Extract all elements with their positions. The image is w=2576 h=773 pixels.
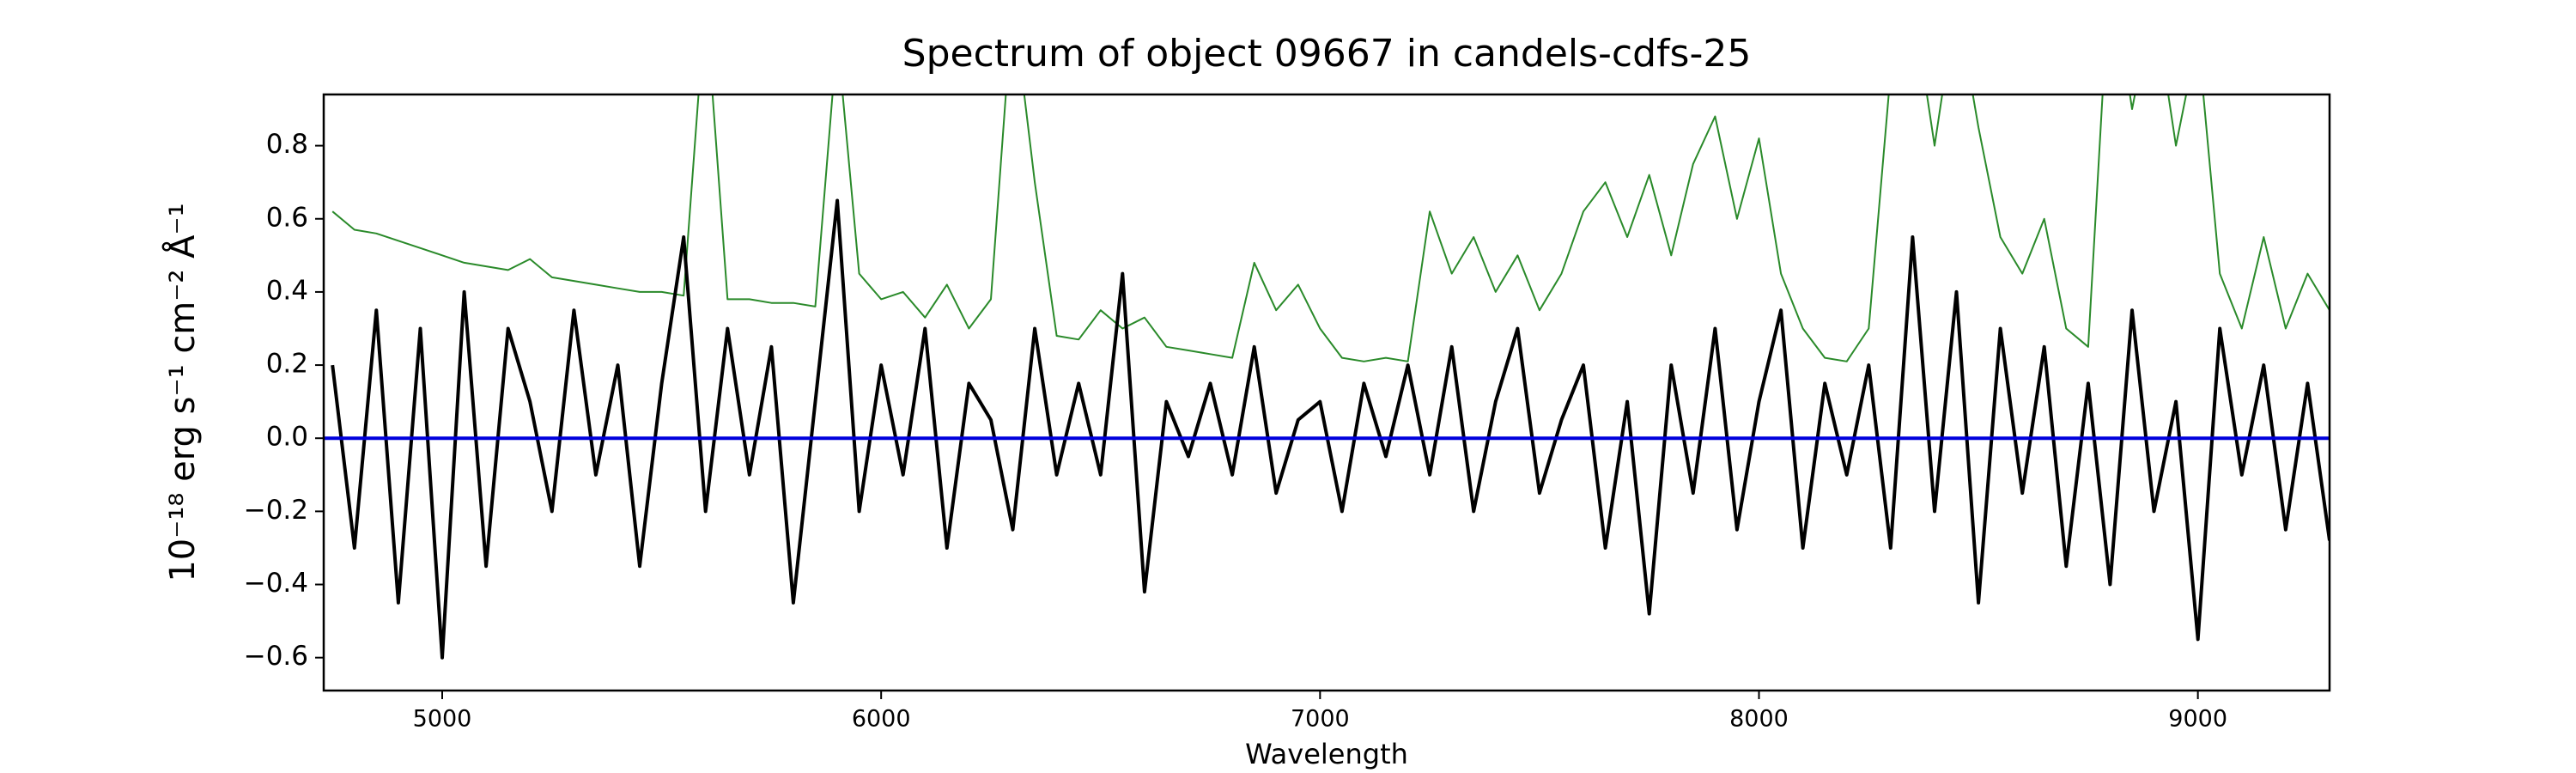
- x-tick-label: 8000: [1729, 706, 1789, 733]
- x-axis-label: Wavelength: [1245, 738, 1408, 770]
- y-tick-label: −0.6: [244, 641, 308, 672]
- x-tick-label: 6000: [852, 706, 911, 733]
- y-tick-label: 0.4: [266, 275, 308, 306]
- plot-area: [324, 94, 2330, 660]
- series-line: [331, 198, 2330, 660]
- y-tick-label: 0.8: [266, 129, 308, 160]
- y-tick-label: −0.4: [244, 568, 308, 599]
- x-tick-label: 7000: [1291, 706, 1350, 733]
- series-line: [331, 94, 2330, 362]
- y-tick-label: −0.2: [244, 495, 308, 526]
- chart-title: Spectrum of object 09667 in candels-cdfs…: [902, 32, 1752, 76]
- y-tick-label: 0.2: [266, 349, 308, 380]
- y-tick-label: 0.0: [266, 422, 308, 453]
- plot-frame: [322, 93, 2331, 692]
- y-axis-label: 10⁻¹⁸ erg s⁻¹ cm⁻² Å⁻¹: [161, 203, 203, 581]
- y-tick-label: 0.6: [266, 202, 308, 233]
- x-tick-label: 5000: [413, 706, 472, 733]
- x-tick-label: 9000: [2168, 706, 2227, 733]
